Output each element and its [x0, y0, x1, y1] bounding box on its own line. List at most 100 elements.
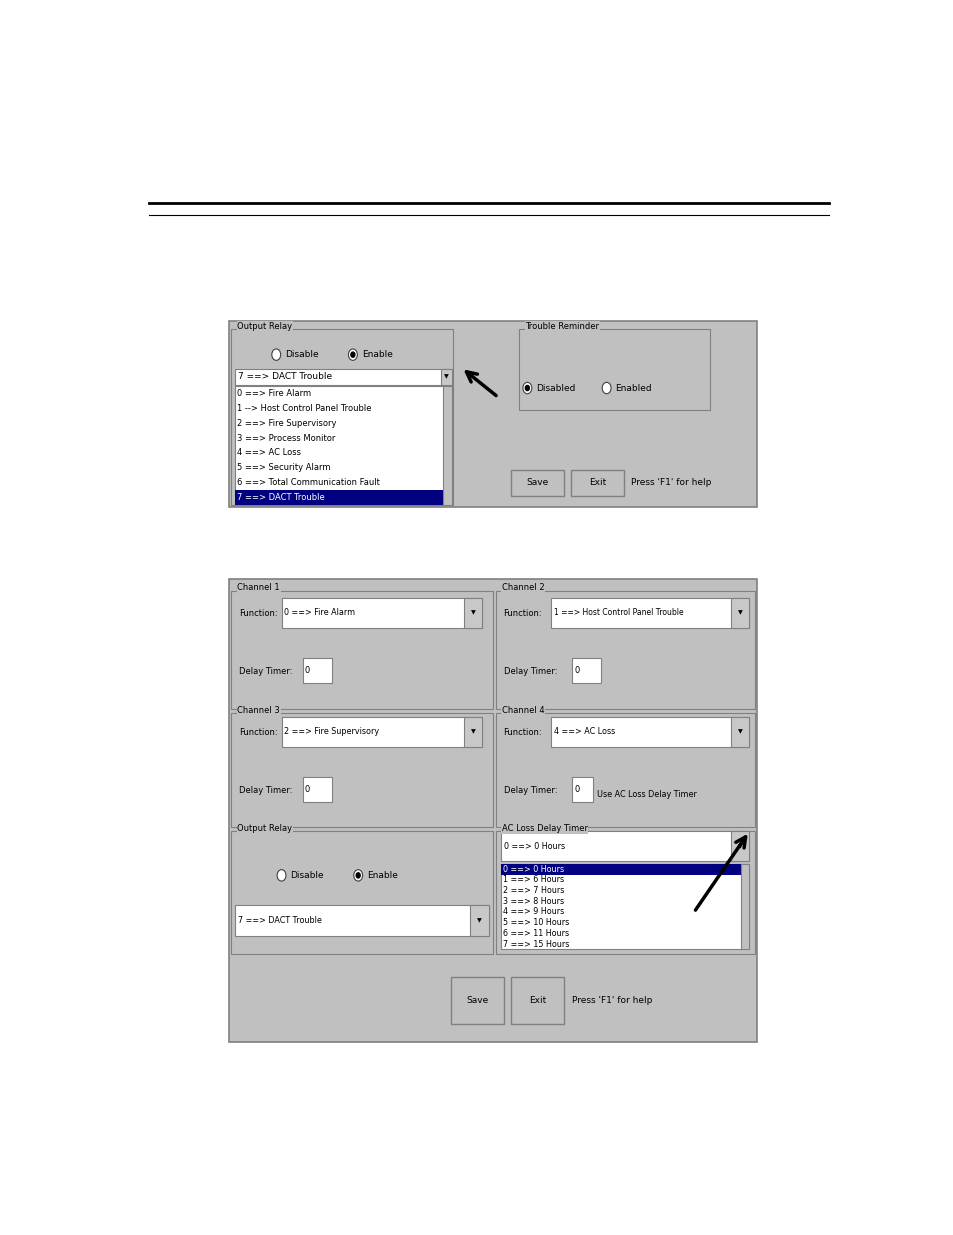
Text: 1 --> Host Control Panel Trouble: 1 --> Host Control Panel Trouble: [237, 404, 372, 412]
FancyBboxPatch shape: [500, 831, 749, 862]
Text: Press 'F1' for help: Press 'F1' for help: [572, 995, 652, 1005]
FancyBboxPatch shape: [302, 658, 332, 683]
FancyBboxPatch shape: [234, 490, 442, 505]
Text: ▼: ▼: [737, 729, 741, 734]
Text: ▼: ▼: [737, 844, 741, 848]
FancyBboxPatch shape: [302, 777, 332, 803]
FancyBboxPatch shape: [231, 590, 493, 709]
FancyBboxPatch shape: [511, 977, 564, 1024]
Text: 7 ==> DACT Trouble: 7 ==> DACT Trouble: [237, 916, 321, 925]
Text: Press 'F1' for help: Press 'F1' for help: [631, 478, 711, 487]
FancyBboxPatch shape: [496, 590, 754, 709]
Text: 1 ==> Host Control Panel Trouble: 1 ==> Host Control Panel Trouble: [554, 608, 683, 618]
FancyBboxPatch shape: [730, 831, 749, 862]
Circle shape: [601, 383, 611, 394]
FancyBboxPatch shape: [551, 716, 749, 747]
Circle shape: [272, 350, 280, 361]
FancyBboxPatch shape: [234, 387, 452, 505]
Text: Delay Timer:: Delay Timer:: [503, 787, 557, 795]
FancyBboxPatch shape: [281, 716, 482, 747]
FancyBboxPatch shape: [511, 469, 564, 495]
Circle shape: [355, 873, 360, 878]
FancyBboxPatch shape: [463, 716, 482, 747]
Text: ▼: ▼: [737, 610, 741, 615]
Circle shape: [348, 350, 357, 361]
Text: 0 ==> 0 Hours: 0 ==> 0 Hours: [502, 864, 563, 873]
Text: Disabled: Disabled: [536, 384, 575, 393]
FancyBboxPatch shape: [571, 469, 623, 495]
Text: 0 ==> Fire Alarm: 0 ==> Fire Alarm: [284, 608, 355, 618]
Text: Enabled: Enabled: [615, 384, 652, 393]
Text: 0 ==> Fire Alarm: 0 ==> Fire Alarm: [237, 389, 311, 398]
FancyBboxPatch shape: [730, 598, 749, 627]
FancyBboxPatch shape: [740, 863, 749, 950]
Text: 6 ==> Total Communication Fault: 6 ==> Total Communication Fault: [237, 478, 379, 487]
Text: 2 ==> 7 Hours: 2 ==> 7 Hours: [502, 885, 564, 895]
Text: Delay Timer:: Delay Timer:: [239, 787, 293, 795]
Text: Channel 3: Channel 3: [237, 706, 279, 715]
FancyBboxPatch shape: [551, 598, 749, 627]
FancyBboxPatch shape: [470, 905, 488, 936]
Text: 5 ==> 10 Hours: 5 ==> 10 Hours: [502, 918, 569, 927]
Text: ▼: ▼: [444, 374, 449, 379]
Text: ▼: ▼: [470, 729, 475, 734]
FancyBboxPatch shape: [231, 831, 493, 955]
Text: Function:: Function:: [503, 729, 541, 737]
Text: AC Loss Delay Timer: AC Loss Delay Timer: [501, 824, 587, 834]
FancyBboxPatch shape: [463, 598, 482, 627]
FancyBboxPatch shape: [500, 863, 740, 874]
Text: Enable: Enable: [367, 871, 397, 879]
Text: Disable: Disable: [285, 351, 318, 359]
Text: Disable: Disable: [290, 871, 324, 879]
Text: Exit: Exit: [588, 478, 606, 487]
Text: 7 ==> 15 Hours: 7 ==> 15 Hours: [502, 940, 569, 948]
Circle shape: [276, 869, 286, 881]
FancyBboxPatch shape: [234, 905, 488, 936]
Text: Trouble Reminder: Trouble Reminder: [525, 321, 598, 331]
Text: Function:: Function:: [503, 609, 541, 619]
FancyBboxPatch shape: [442, 387, 452, 505]
Text: 0: 0: [305, 666, 310, 676]
Circle shape: [525, 385, 529, 390]
Text: 3 ==> Process Monitor: 3 ==> Process Monitor: [237, 433, 335, 442]
Text: Output Relay: Output Relay: [237, 824, 292, 834]
Text: Function:: Function:: [239, 609, 277, 619]
Text: Channel 1: Channel 1: [237, 583, 279, 593]
Text: 2 ==> Fire Supervisory: 2 ==> Fire Supervisory: [237, 419, 336, 427]
FancyBboxPatch shape: [229, 579, 757, 1042]
Text: 0 ==> 0 Hours: 0 ==> 0 Hours: [503, 842, 564, 851]
Text: 4 ==> 9 Hours: 4 ==> 9 Hours: [502, 908, 564, 916]
Text: Save: Save: [526, 478, 549, 487]
FancyBboxPatch shape: [229, 321, 757, 506]
Circle shape: [354, 869, 362, 881]
FancyBboxPatch shape: [281, 598, 482, 627]
Circle shape: [351, 352, 355, 357]
Text: 0: 0: [574, 666, 579, 676]
Circle shape: [522, 383, 531, 394]
Text: 7 ==> DACT Trouble: 7 ==> DACT Trouble: [237, 373, 332, 382]
Text: ▼: ▼: [470, 610, 475, 615]
FancyBboxPatch shape: [572, 777, 593, 803]
FancyBboxPatch shape: [730, 716, 749, 747]
Text: Delay Timer:: Delay Timer:: [503, 667, 557, 676]
Text: 4 ==> AC Loss: 4 ==> AC Loss: [554, 727, 615, 736]
Text: Enable: Enable: [361, 351, 393, 359]
Text: ▼: ▼: [476, 918, 481, 923]
Text: 2 ==> Fire Supervisory: 2 ==> Fire Supervisory: [284, 727, 379, 736]
Text: Exit: Exit: [529, 995, 546, 1005]
Text: Output Relay: Output Relay: [237, 321, 292, 331]
Text: Channel 2: Channel 2: [501, 583, 543, 593]
Text: 5 ==> Security Alarm: 5 ==> Security Alarm: [237, 463, 331, 472]
Text: 0: 0: [305, 785, 310, 794]
Text: Channel 4: Channel 4: [501, 706, 543, 715]
Text: Use AC Loss Delay Timer: Use AC Loss Delay Timer: [597, 790, 697, 799]
Text: 7 ==> DACT Trouble: 7 ==> DACT Trouble: [237, 493, 325, 501]
Text: 0: 0: [574, 785, 579, 794]
Text: Delay Timer:: Delay Timer:: [239, 667, 293, 676]
FancyBboxPatch shape: [496, 831, 754, 955]
FancyBboxPatch shape: [572, 658, 600, 683]
FancyBboxPatch shape: [441, 368, 452, 385]
FancyBboxPatch shape: [231, 329, 453, 505]
Text: 6 ==> 11 Hours: 6 ==> 11 Hours: [502, 929, 569, 937]
Text: 4 ==> AC Loss: 4 ==> AC Loss: [237, 448, 301, 457]
